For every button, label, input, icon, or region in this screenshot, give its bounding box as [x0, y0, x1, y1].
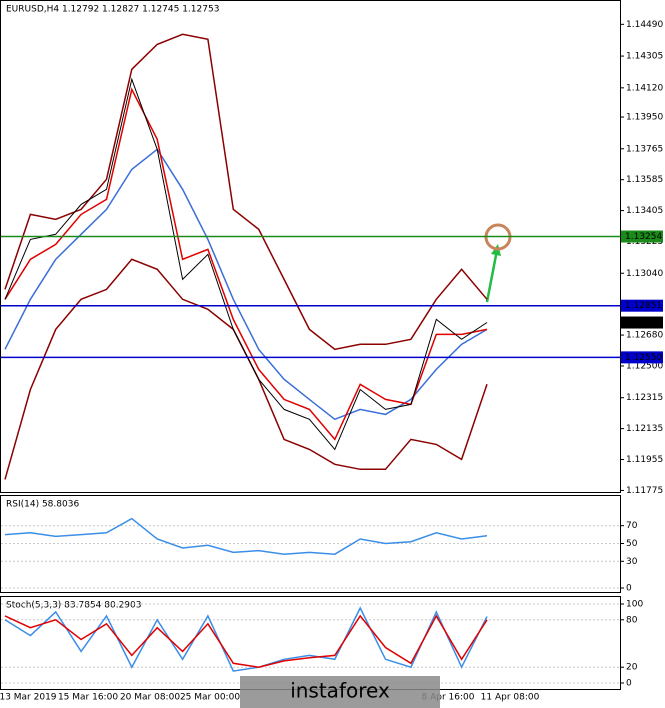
series-line [4, 614, 488, 668]
y-tick-label: 50 [626, 539, 638, 549]
y-tick-label: 1.13765 [626, 144, 663, 154]
rsi-title: RSI(14) 58.8036 [6, 500, 79, 510]
level-label-box [621, 299, 663, 312]
y-tick-label: 1.14305 [626, 52, 663, 62]
y-tick-label: 80 [626, 615, 638, 625]
watermark: instaforex [290, 679, 390, 703]
y-tick-label: 1.14120 [626, 83, 663, 93]
y-tick-label: 20 [626, 663, 638, 673]
y-tick-label: 30 [626, 557, 638, 567]
y-tick-label: 1.12135 [626, 424, 663, 434]
level-label-box [621, 351, 663, 364]
level-label: 1.12550 [625, 353, 662, 363]
x-tick-label: 20 Mar 08:00 [120, 693, 180, 703]
level-label-box [621, 230, 663, 243]
x-tick-label: 25 Mar 00:00 [180, 693, 240, 703]
y-tick-label: 1.14490 [626, 20, 663, 30]
watermark-bar [240, 676, 440, 708]
series-line [4, 148, 488, 421]
x-tick-label: 8 Apr 16:00 [422, 693, 475, 703]
chart-title: EURUSD,H4 1.12792 1.12827 1.12745 1.1275… [6, 5, 219, 15]
y-tick-label: 1.11775 [626, 486, 663, 496]
y-tick-label: 1.11955 [626, 455, 663, 465]
stoch-panel [0, 596, 621, 690]
price-panel [0, 0, 621, 493]
y-tick-label: 1.13585 [626, 175, 663, 185]
series-line [4, 606, 488, 672]
level-label: 1.12851 [625, 301, 662, 311]
last-price-box [621, 316, 663, 329]
y-tick-label: 1.13405 [626, 206, 663, 216]
x-tick-label: 11 Apr 08:00 [481, 693, 540, 703]
y-tick-label: 1.12680 [626, 331, 663, 341]
arrow [485, 249, 499, 303]
series-line [4, 33, 488, 351]
y-tick-label: 1.12500 [626, 361, 663, 371]
y-tick-label: 100 [626, 600, 643, 610]
y-tick-label: 70 [626, 521, 638, 531]
series-line [4, 517, 488, 555]
x-tick-label: 13 Mar 2019 [0, 693, 57, 703]
series-line [4, 87, 488, 441]
y-tick-label: 1.13950 [626, 113, 663, 123]
y-tick-label: 1.13040 [626, 269, 663, 279]
y-tick-label: 0 [626, 679, 632, 689]
y-tick-label: 1.12315 [626, 393, 663, 403]
last-price-label: 1.12753 [625, 318, 662, 328]
stoch-title: Stoch(5,3,3) 83.7854 80.2903 [6, 601, 141, 611]
x-tick-label: 15 Mar 16:00 [58, 693, 118, 703]
level-label: 1.13254 [625, 232, 662, 242]
series-line [4, 77, 488, 451]
y-tick-label: 0 [626, 584, 632, 594]
